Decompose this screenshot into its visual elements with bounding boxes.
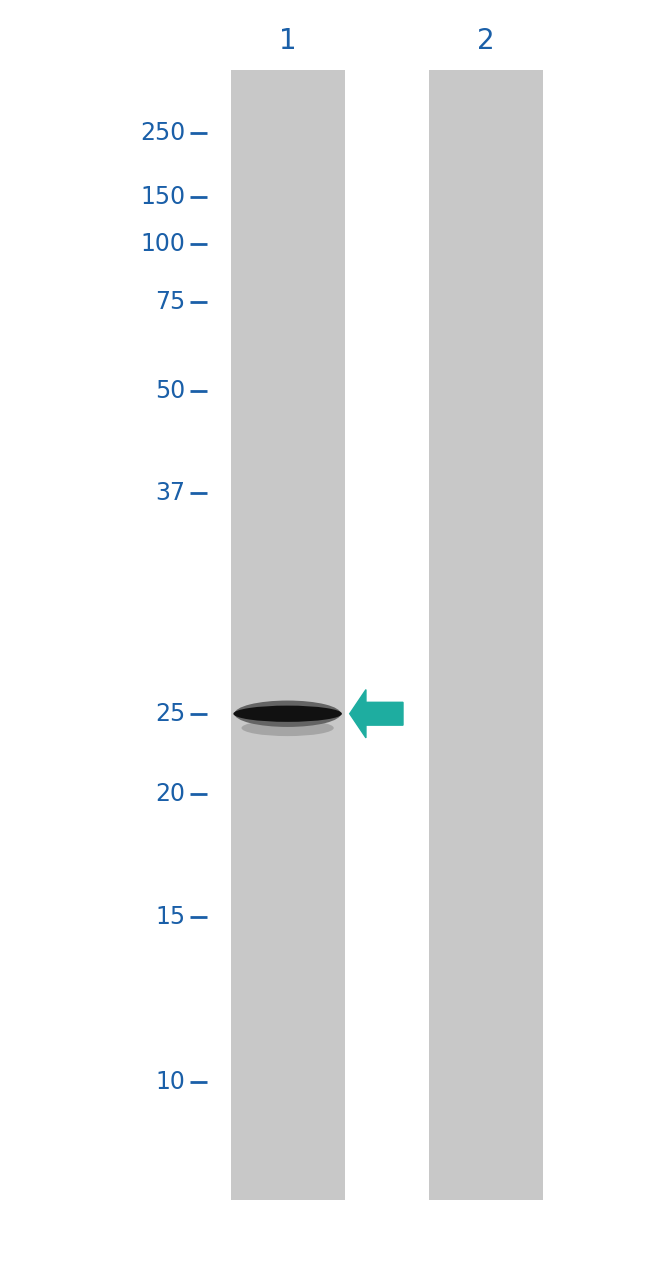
FancyArrow shape <box>350 690 403 738</box>
Text: 15: 15 <box>155 906 185 928</box>
Text: 10: 10 <box>155 1071 185 1093</box>
Bar <box>429 70 543 1200</box>
Text: 50: 50 <box>155 380 185 403</box>
Text: 1: 1 <box>279 27 296 55</box>
Ellipse shape <box>233 706 342 721</box>
Text: 25: 25 <box>155 702 185 725</box>
Text: 75: 75 <box>155 291 185 314</box>
Text: 20: 20 <box>155 782 185 805</box>
Text: 100: 100 <box>140 232 185 255</box>
Text: 37: 37 <box>155 481 185 504</box>
Ellipse shape <box>235 701 341 726</box>
Bar <box>231 70 344 1200</box>
Text: 2: 2 <box>477 27 495 55</box>
Text: 250: 250 <box>140 122 185 145</box>
Text: 150: 150 <box>140 185 185 208</box>
Ellipse shape <box>242 720 333 737</box>
